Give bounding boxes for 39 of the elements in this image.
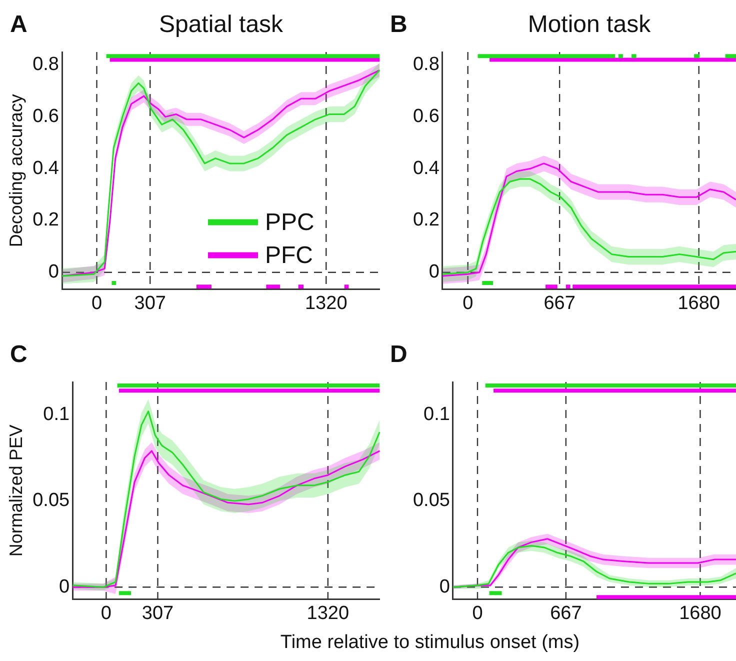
y-axis-title: Normalized PEV (6, 424, 26, 557)
y-tick-label: 0.8 (412, 54, 440, 76)
y-tick-label: 0.2 (412, 210, 440, 231)
y-tick-label: 0.2 (32, 210, 60, 231)
x-tick-label: 667 (550, 602, 582, 624)
x-tick-label: 1680 (679, 602, 722, 624)
y-tick-label: 0.4 (32, 158, 60, 179)
y-axis-title: Decoding accuracy (6, 94, 26, 248)
text: C (10, 341, 28, 368)
chart-title: Motion task (528, 11, 652, 38)
chart-title: Spatial task (158, 11, 284, 38)
x-tick-label: 1680 (678, 292, 720, 314)
y-tick-label: 0.05 (412, 490, 450, 512)
y-tick-label: 0 (439, 576, 450, 598)
x-tick-label: 1320 (306, 602, 350, 624)
y-tick-label: 0 (428, 262, 440, 283)
y-tick-label: 0.1 (43, 404, 70, 425)
x-tick-label: 0 (100, 602, 112, 624)
legend-label: PPC (265, 208, 314, 236)
x-tick-label: 0 (472, 602, 483, 624)
text: D (390, 341, 408, 368)
x-tick-label: 307 (134, 292, 166, 314)
x-tick-label: 667 (544, 292, 576, 314)
x-tick-label: 307 (142, 602, 174, 624)
y-tick-label: 0.4 (412, 158, 440, 179)
y-tick-label: 0.6 (412, 106, 440, 128)
y-tick-label: 0.05 (32, 490, 70, 512)
x-tick-label: 1320 (304, 292, 348, 314)
y-tick-label: 0.6 (32, 106, 60, 128)
y-tick-label: 0.1 (424, 404, 450, 425)
x-tick-label: 0 (91, 292, 102, 314)
x-tick-label: 0 (462, 292, 474, 314)
y-tick-label: 0.8 (32, 54, 60, 76)
y-tick-label: 0 (48, 262, 60, 283)
text: B (390, 11, 408, 38)
legend-label: PFC (265, 242, 313, 269)
x-axis-title: Time relative to stimulus onset (ms) (279, 632, 581, 654)
text: A (10, 11, 28, 38)
y-tick-label: 0 (59, 576, 70, 598)
